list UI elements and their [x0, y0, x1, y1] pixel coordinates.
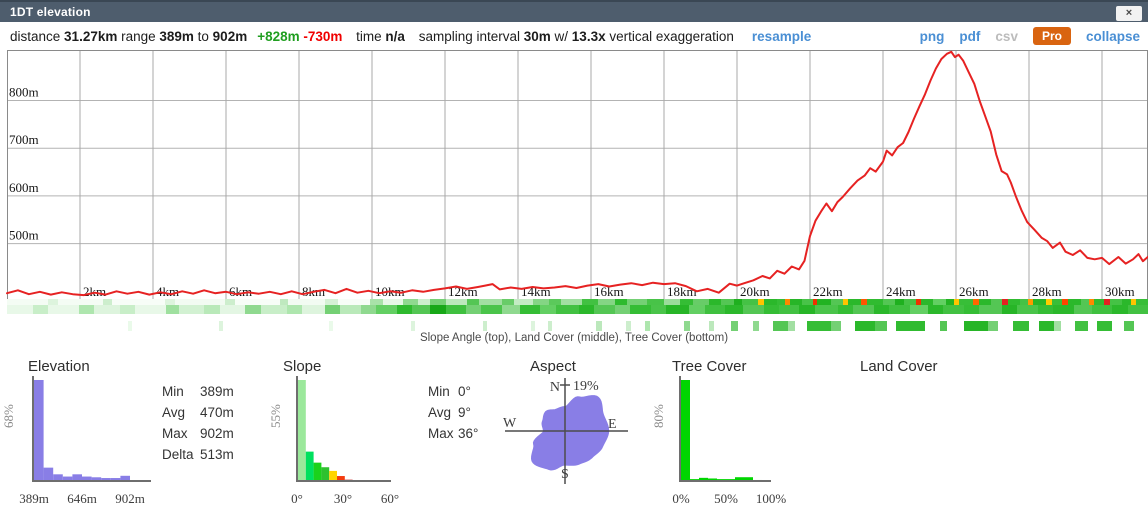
x-axis-label: 6km	[229, 284, 252, 299]
hist-x-label: 100%	[755, 491, 787, 506]
csv-export-link: csv	[995, 28, 1018, 44]
pro-badge[interactable]: Pro	[1032, 27, 1071, 45]
stats-segment: 31.27km	[64, 28, 118, 44]
resample-link[interactable]: resample	[751, 28, 812, 44]
slope-angle-strip	[7, 299, 1148, 305]
y-axis-label: 600m	[9, 180, 39, 195]
stats-bar: distance 31.27km range 389m to 902m +828m…	[0, 22, 1148, 50]
elevation-stats: Min 389m Avg 470m Max 902m Delta 513m	[162, 384, 234, 468]
stat-label: Max	[162, 426, 188, 441]
stats-segment: 30m	[523, 28, 551, 44]
profile-stats-text: distance 31.27km range 389m to 902m +828m…	[0, 29, 734, 44]
aspect-rose: N 19% W E S	[503, 378, 628, 484]
stat-label: Min	[162, 384, 184, 399]
slope-panel-title: Slope	[283, 358, 322, 375]
x-axis-label: 22km	[813, 284, 843, 299]
aspect-west-label: W	[503, 416, 517, 431]
land-cover-strip	[7, 305, 1148, 314]
slope-stats: Min 0° Avg 9° Max 36°	[428, 384, 478, 447]
stat-value: 0°	[458, 384, 471, 399]
aspect-pct-label: 19%	[573, 379, 599, 394]
stat-label: Max	[428, 426, 454, 441]
x-axis-label: 26km	[959, 284, 989, 299]
hist-x-label: 50%	[714, 491, 738, 506]
window-title: 1DT elevation	[10, 5, 91, 19]
aspect-south-label: S	[561, 467, 569, 482]
x-axis-label: 14km	[521, 284, 551, 299]
pdf-export-link[interactable]: pdf	[959, 28, 981, 44]
stat-value: 470m	[200, 405, 234, 420]
collapse-link[interactable]: collapse	[1085, 28, 1140, 44]
land-panel-title: Land Cover	[860, 358, 938, 375]
hist-x-label: 30°	[333, 491, 353, 506]
hist-x-label: 389m	[19, 491, 49, 506]
stat-label: Avg	[428, 405, 452, 420]
stat-label: Min	[428, 384, 450, 399]
tree-cover-strip	[7, 321, 1148, 331]
stats-segment: to	[193, 28, 213, 44]
stats-segment: sampling interval	[414, 28, 524, 44]
hist-x-label: 0%	[672, 491, 690, 506]
x-axis-label: 24km	[886, 284, 916, 299]
stat-value: 902m	[200, 426, 234, 441]
x-axis-label: 28km	[1032, 284, 1062, 299]
stats-segment: -730m	[299, 28, 343, 44]
title-bar: 1DT elevation ×	[0, 0, 1148, 22]
tree-panel-title: Tree Cover	[672, 358, 747, 375]
y-axis-label: 800m	[9, 85, 39, 100]
y-axis-label: 500m	[9, 228, 39, 243]
x-axis-label: 18km	[667, 284, 697, 299]
stats-segment: 902m	[212, 28, 248, 44]
stat-value: 9°	[458, 405, 471, 420]
stat-value: 389m	[200, 384, 234, 399]
stats-segment: range	[117, 28, 160, 44]
stat-label: Delta	[162, 447, 194, 462]
stats-segment: w/	[550, 28, 572, 44]
x-axis-label: 16km	[594, 284, 624, 299]
slope-histogram	[296, 376, 391, 482]
strips-caption: Slope Angle (top), Land Cover (middle), …	[419, 332, 729, 344]
aspect-panel-title: Aspect	[530, 358, 576, 375]
export-links: png pdf csv Pro collapse	[920, 22, 1140, 50]
aspect-east-label: E	[608, 417, 617, 432]
stat-value: 36°	[458, 426, 479, 441]
hist-x-label: 902m	[115, 491, 145, 506]
elevation-panel-title: Elevation	[28, 358, 90, 375]
stat-label: Avg	[162, 405, 186, 420]
stats-segment: vertical exaggeration	[605, 28, 734, 44]
stats-segment: n/a	[385, 28, 405, 44]
stat-value: 513m	[200, 447, 234, 462]
elevation-profile-line	[6, 50, 1148, 297]
stats-segment: time	[352, 28, 386, 44]
stats-segment: 13.3x	[571, 28, 606, 44]
x-axis-label: 2km	[83, 284, 106, 299]
x-axis-label: 30km	[1105, 284, 1135, 299]
x-axis-label: 4km	[156, 284, 179, 299]
hist-x-label: 60°	[380, 491, 400, 506]
aspect-north-label: N	[550, 380, 560, 395]
elevation-histogram	[32, 376, 151, 482]
stats-segment: 389m	[159, 28, 194, 44]
close-button[interactable]: ×	[1116, 6, 1142, 21]
y-axis-label: 700m	[9, 132, 39, 147]
stats-segment: +828m	[257, 28, 300, 44]
hist-x-label: 646m	[67, 491, 97, 506]
hist-x-label: 0°	[291, 491, 303, 506]
x-axis-label: 20km	[740, 284, 770, 299]
aspect-rose-blob	[531, 395, 610, 471]
tree-histogram	[679, 376, 771, 482]
stats-segment: distance	[10, 28, 65, 44]
png-export-link[interactable]: png	[919, 28, 945, 44]
